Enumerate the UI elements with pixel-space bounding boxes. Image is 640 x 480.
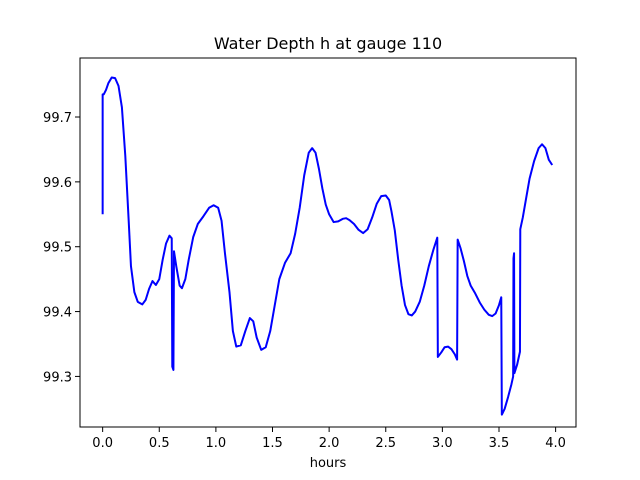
x-tick-label: 3.0 [432, 436, 453, 451]
series-line [101, 76, 554, 416]
x-tick-label: 4.0 [545, 436, 566, 451]
y-axis: 99.3 99.4 99.5 99.6 99.7 [43, 111, 80, 385]
y-tick-label: 99.5 [43, 241, 72, 256]
y-tick-label: 99.6 [43, 176, 72, 191]
x-tick-label: 0.0 [92, 436, 113, 451]
x-tick-label: 0.5 [149, 436, 170, 451]
x-tick-label: 1.5 [262, 436, 283, 451]
y-tick-label: 99.4 [43, 306, 72, 321]
plot-area [79, 57, 577, 428]
y-tick-label: 99.7 [43, 111, 72, 126]
chart-title: Water Depth h at gauge 110 [214, 34, 442, 53]
x-tick-label: 3.5 [489, 436, 510, 451]
y-tick-label: 99.3 [43, 370, 72, 385]
x-tick-label: 2.5 [375, 436, 396, 451]
plot-frame [79, 57, 577, 428]
x-tick-label: 2.0 [319, 436, 340, 451]
x-axis: 0.0 0.5 1.0 1.5 2.0 2.5 3.0 3.5 4.0 [92, 427, 566, 451]
x-axis-label: hours [310, 456, 347, 471]
x-tick-label: 1.0 [206, 436, 227, 451]
